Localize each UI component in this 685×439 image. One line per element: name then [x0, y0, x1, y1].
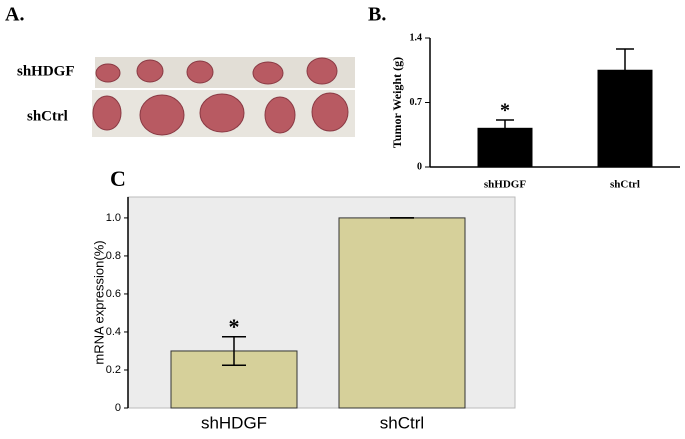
y-tick-label: 1.0 — [106, 212, 121, 224]
bar — [338, 217, 466, 409]
error-bar — [616, 48, 634, 71]
y-tick-label: 0.7 — [410, 97, 423, 108]
y-tick-label: 0 — [115, 402, 121, 414]
y-tick-label: 0.6 — [106, 288, 121, 300]
y-tick-label: 0.2 — [106, 364, 121, 376]
x-tick-label: shCtrl — [380, 413, 424, 432]
annotation: * — [500, 100, 510, 122]
annotation: * — [229, 314, 240, 339]
row-label: shCtrl — [27, 108, 68, 124]
y-axis-title: Tumor Weight (g) — [390, 57, 404, 148]
x-tick-label: shCtrl — [610, 179, 640, 191]
x-tick-label: shHDGF — [201, 413, 267, 432]
y-axis-title: mRNA expression(%) — [91, 240, 106, 364]
error-bar — [496, 119, 514, 129]
y-tick-label: 1.4 — [410, 32, 423, 43]
tumor-photo — [92, 57, 355, 137]
bar — [597, 69, 653, 168]
y-tick-label: 0 — [417, 161, 422, 172]
row-label: shHDGF — [17, 63, 75, 79]
panel-label: A. — [5, 4, 24, 26]
panel-label: C — [110, 166, 126, 191]
y-tick-label: 0.4 — [106, 326, 121, 338]
error-bar — [222, 335, 246, 366]
x-tick-label: shHDGF — [484, 179, 526, 191]
panel-label: B. — [368, 4, 386, 26]
y-tick-label: 0.8 — [106, 250, 121, 262]
bar — [477, 127, 533, 168]
